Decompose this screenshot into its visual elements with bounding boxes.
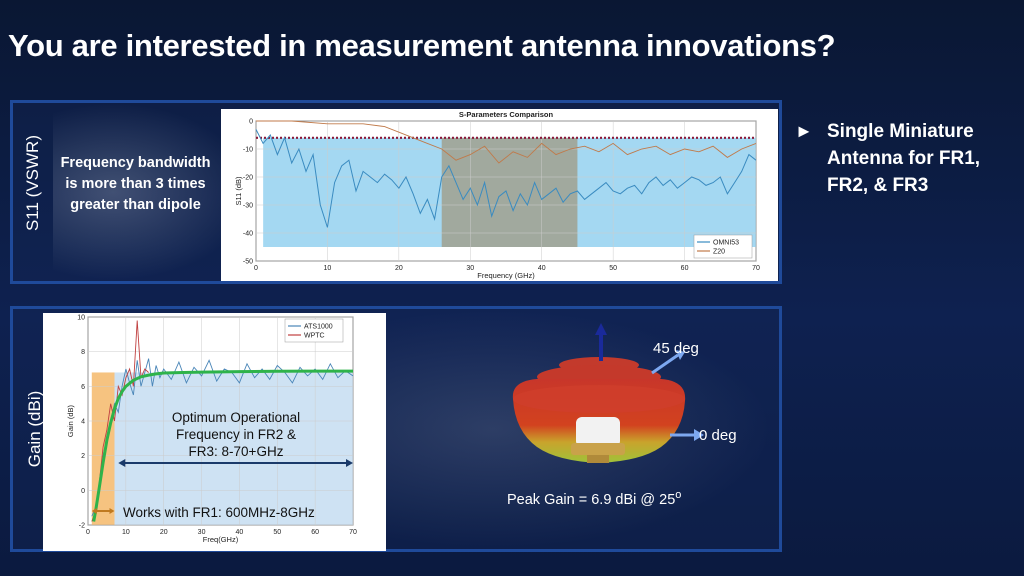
x-tick-label: 10 xyxy=(324,265,332,272)
x-tick-label: 20 xyxy=(395,265,403,272)
series-line xyxy=(256,120,757,164)
arrowhead-right xyxy=(346,459,353,467)
y-tick-label: -50 xyxy=(243,259,253,266)
x-tick-label: 20 xyxy=(160,529,168,536)
gain-side-label: Gain (dBi) xyxy=(25,390,44,468)
y-tick-label: -10 xyxy=(243,147,253,154)
background-photo xyxy=(53,103,253,281)
y-tick-label: 2 xyxy=(81,453,85,460)
y-tick-label: 6 xyxy=(81,384,85,391)
x-tick-label: 70 xyxy=(349,529,357,536)
series-line xyxy=(92,369,353,522)
series-line xyxy=(255,129,757,228)
legend-label: OMNI53 xyxy=(713,240,739,247)
arrowhead-left xyxy=(118,459,126,467)
y-tick-label: 8 xyxy=(81,349,85,356)
y-tick-label: 10 xyxy=(77,315,85,322)
peak-gain-label: Peak Gain = 6.9 dBi @ 25o xyxy=(507,489,681,508)
arrow-45-icon xyxy=(651,350,685,375)
gain-chart: 0 10 20 30 40 50 60 70 -2 0 2 4 6 8 10 Freq(GHz) Gain (d… xyxy=(43,313,386,551)
y-tick-label: -40 xyxy=(243,231,253,238)
x-tick-label: 40 xyxy=(236,529,244,536)
x-tick-label: 30 xyxy=(466,265,474,272)
legend-label: ATS1000 xyxy=(304,324,333,331)
y-tick-label: -2 xyxy=(79,523,85,530)
highlight-band xyxy=(114,372,353,525)
x-axis-label: Freq(GHz) xyxy=(203,535,239,544)
s11-panel: S11 (VSWR) Frequency bandwidth is more t… xyxy=(10,100,782,284)
y-tick-label: 0 xyxy=(81,488,85,495)
x-tick-label: 60 xyxy=(311,529,319,536)
x-tick-label: 40 xyxy=(538,265,546,272)
highlight-band xyxy=(441,137,578,247)
s11-chart: 0 10 20 30 40 50 60 70 0 -10 -20 -30 -40 -50 S-Paramet… xyxy=(221,109,778,281)
chart-title: S-Parameters Comparison xyxy=(459,110,554,119)
peak-gain-text: Peak Gain = 6.9 dBi @ 25 xyxy=(507,491,676,508)
x-tick-label: 50 xyxy=(609,265,617,272)
label-0-deg: 0 deg xyxy=(699,427,737,444)
bullet-arrow-icon: ► xyxy=(795,121,813,141)
x-axis-label: Frequency (GHz) xyxy=(477,271,535,280)
legend-label: WPTC xyxy=(304,333,325,340)
bandwidth-note: Frequency bandwidth is more than 3 times… xyxy=(60,155,211,213)
x-tick-label: 30 xyxy=(198,529,206,536)
y-tick-label: -30 xyxy=(243,203,253,210)
s11-side-label: S11 (VSWR) xyxy=(23,134,42,232)
optimum-operational-text: Optimum Operational Frequency in FR2 & F… xyxy=(171,410,301,459)
x-tick-label: 0 xyxy=(254,265,258,272)
degree-symbol: o xyxy=(675,489,682,501)
x-tick-label: 60 xyxy=(681,265,689,272)
y-axis-label: Gain (dB) xyxy=(66,404,75,437)
y-tick-label: 4 xyxy=(81,419,85,426)
y-axis-label: S11 (dB) xyxy=(234,176,243,206)
legend-label: Z20 xyxy=(713,249,725,256)
legend-box xyxy=(693,234,753,259)
bullet-text: Single Miniature Antenna for FR1, FR2, &… xyxy=(827,121,981,196)
x-tick-label: 70 xyxy=(752,265,760,272)
gain-panel: Gain (dBi) 0 10 20 30 40 50 60 70 -2 0 2 4 6 8 10 Freq(… xyxy=(10,306,782,552)
x-tick-label: 10 xyxy=(122,529,130,536)
arrowhead-right-fr1 xyxy=(109,508,115,514)
x-tick-label: 50 xyxy=(273,529,281,536)
legend-box xyxy=(284,318,344,343)
arrowhead-left-fr1 xyxy=(91,508,97,514)
y-tick-label: -20 xyxy=(243,175,253,182)
y-tick-label: 0 xyxy=(249,119,253,126)
slide-title: You are interested in measurement antenn… xyxy=(8,28,836,63)
fr1-text: Works with FR1: 600MHz-8GHz xyxy=(123,505,315,520)
antenna-pattern-illustration xyxy=(512,323,686,463)
label-45-deg: 45 deg xyxy=(653,340,699,357)
arrow-0-icon xyxy=(670,429,704,441)
s11-chart-svg: 0 10 20 30 40 50 60 70 0 -10 -20 -30 -40 -50 S-Paramet… xyxy=(234,110,760,280)
x-tick-label: 0 xyxy=(86,529,90,536)
series-line xyxy=(91,320,149,522)
